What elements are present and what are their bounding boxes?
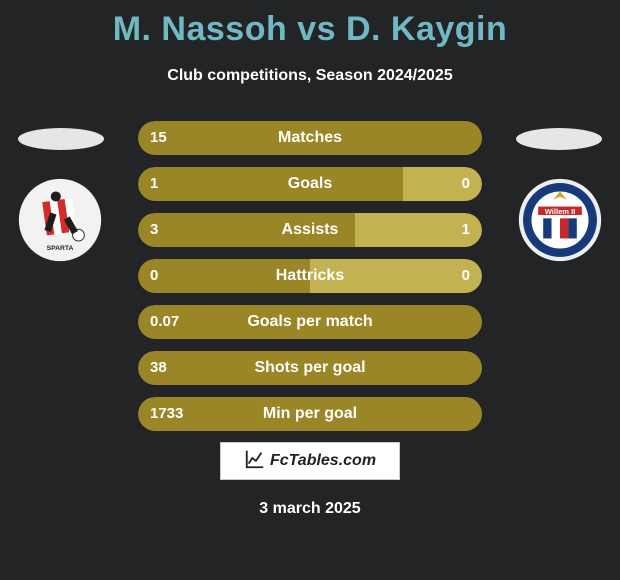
stats-bars-container: 15Matches 10Goals 31Assists 00Hattricks 0.07…	[138, 121, 482, 443]
stat-label: Shots per goal	[138, 351, 482, 385]
svg-text:SPARTA: SPARTA	[47, 245, 74, 252]
stat-row: 31Assists	[138, 213, 482, 247]
stat-row: 15Matches	[138, 121, 482, 155]
stat-row: 38Shots per goal	[138, 351, 482, 385]
chart-icon	[244, 448, 266, 475]
stat-label: Hattricks	[138, 259, 482, 293]
comparison-subtitle: Club competitions, Season 2024/2025	[0, 67, 620, 85]
stat-label: Min per goal	[138, 397, 482, 431]
stat-label: Assists	[138, 213, 482, 247]
comparison-title: M. Nassoh vs D. Kaygin	[0, 0, 620, 49]
team-logo-left: SPARTA	[18, 178, 102, 262]
stat-row: 00Hattricks	[138, 259, 482, 293]
stat-row: 0.07Goals per match	[138, 305, 482, 339]
svg-text:Tilburg: Tilburg	[552, 243, 568, 249]
stat-row: 1733Min per goal	[138, 397, 482, 431]
team-logo-right: Willem II Tilburg	[518, 178, 602, 262]
stat-row: 10Goals	[138, 167, 482, 201]
brand-text: FcTables.com	[270, 452, 376, 470]
svg-text:Willem II: Willem II	[545, 207, 576, 216]
brand-badge[interactable]: FcTables.com	[220, 442, 400, 480]
player-photo-placeholder-right	[516, 128, 602, 150]
stat-label: Matches	[138, 121, 482, 155]
stat-label: Goals per match	[138, 305, 482, 339]
stat-label: Goals	[138, 167, 482, 201]
player-photo-placeholder-left	[18, 128, 104, 150]
comparison-date: 3 march 2025	[0, 500, 620, 518]
